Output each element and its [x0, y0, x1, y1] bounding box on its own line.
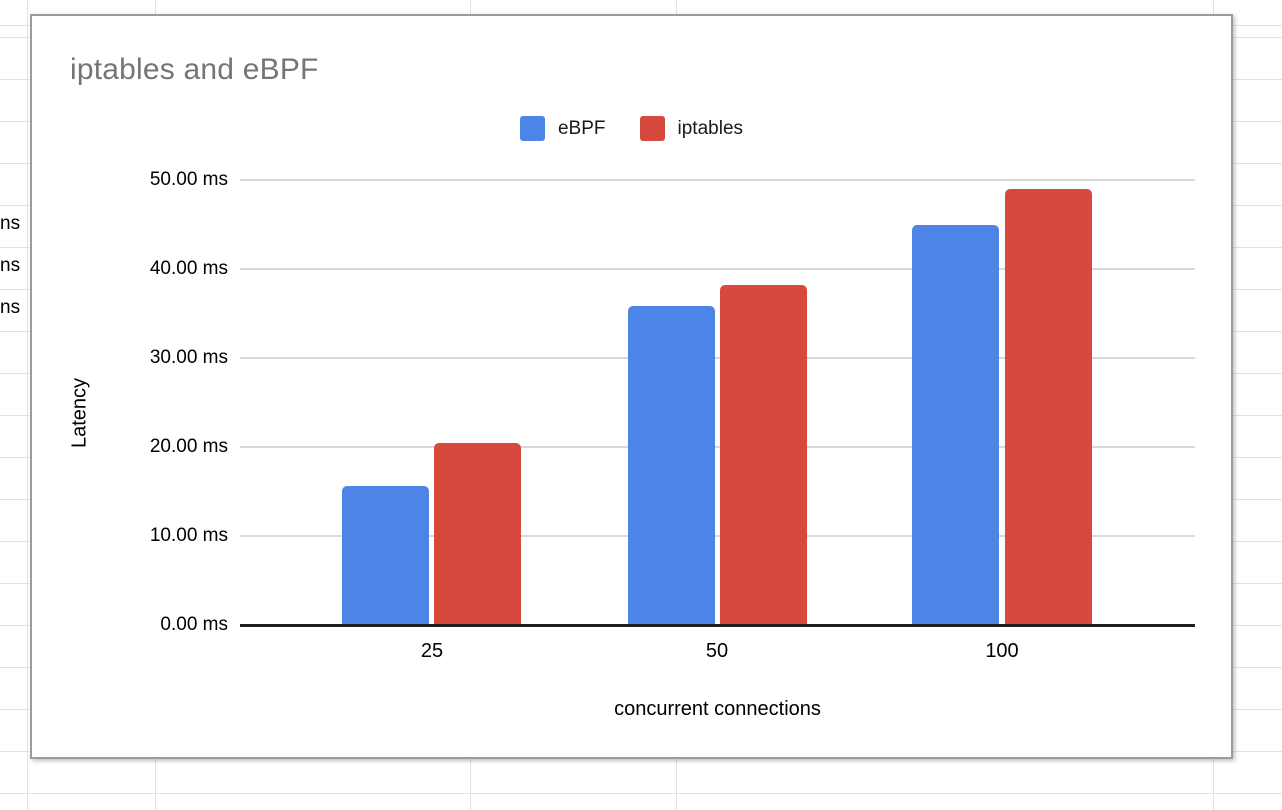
y-axis-tick-label: 10.00 ms — [149, 525, 228, 546]
cell-text-fragment: ns — [0, 297, 21, 318]
plot-area — [240, 179, 1195, 627]
bar-iptables-50[interactable] — [720, 284, 807, 624]
cell-text-fragment: ns — [0, 213, 21, 234]
gridline-30ms — [240, 357, 1195, 359]
legend-item-ebpf[interactable]: eBPF — [519, 116, 606, 141]
y-axis-tick-label: 0.00 ms — [160, 614, 228, 635]
gridline-40ms — [240, 268, 1195, 270]
chart-title[interactable]: iptables and eBPF — [70, 53, 319, 86]
x-axis-title: concurrent connections — [614, 698, 821, 720]
gridline-10ms — [240, 535, 1195, 537]
gridline-50ms — [240, 179, 1195, 181]
y-axis-tick-label: 50.00 ms — [149, 169, 228, 190]
y-axis-title: Latency — [68, 377, 91, 449]
chart-container[interactable]: iptables and eBPF eBPF iptables 50.00 ms… — [30, 14, 1233, 759]
bar-ebpf-50[interactable] — [628, 306, 715, 624]
bar-iptables-100[interactable] — [1005, 188, 1092, 624]
bar-ebpf-25[interactable] — [342, 486, 429, 624]
y-axis-tick-label: 20.00 ms — [149, 436, 228, 457]
cell-text-fragment: ns — [0, 255, 21, 276]
x-axis-tick-label: 50 — [705, 640, 729, 662]
y-axis-tick-label: 30.00 ms — [149, 347, 228, 368]
legend-label-ebpf: eBPF — [557, 117, 606, 139]
y-axis-tick-label: 40.00 ms — [149, 258, 228, 279]
legend-item-iptables[interactable]: iptables — [639, 116, 744, 141]
bar-ebpf-100[interactable] — [912, 225, 999, 624]
bar-iptables-25[interactable] — [434, 443, 521, 624]
gridline-20ms — [240, 446, 1195, 448]
legend-swatch-iptables — [639, 116, 665, 141]
x-axis-tick-label: 100 — [985, 640, 1019, 662]
legend-label-iptables: iptables — [677, 117, 744, 139]
x-axis-line — [240, 624, 1195, 627]
sheet-gridline-vertical — [27, 0, 28, 810]
x-axis-tick-label: 25 — [420, 640, 444, 662]
legend: eBPF iptables — [32, 116, 1231, 141]
legend-swatch-ebpf — [519, 116, 545, 141]
